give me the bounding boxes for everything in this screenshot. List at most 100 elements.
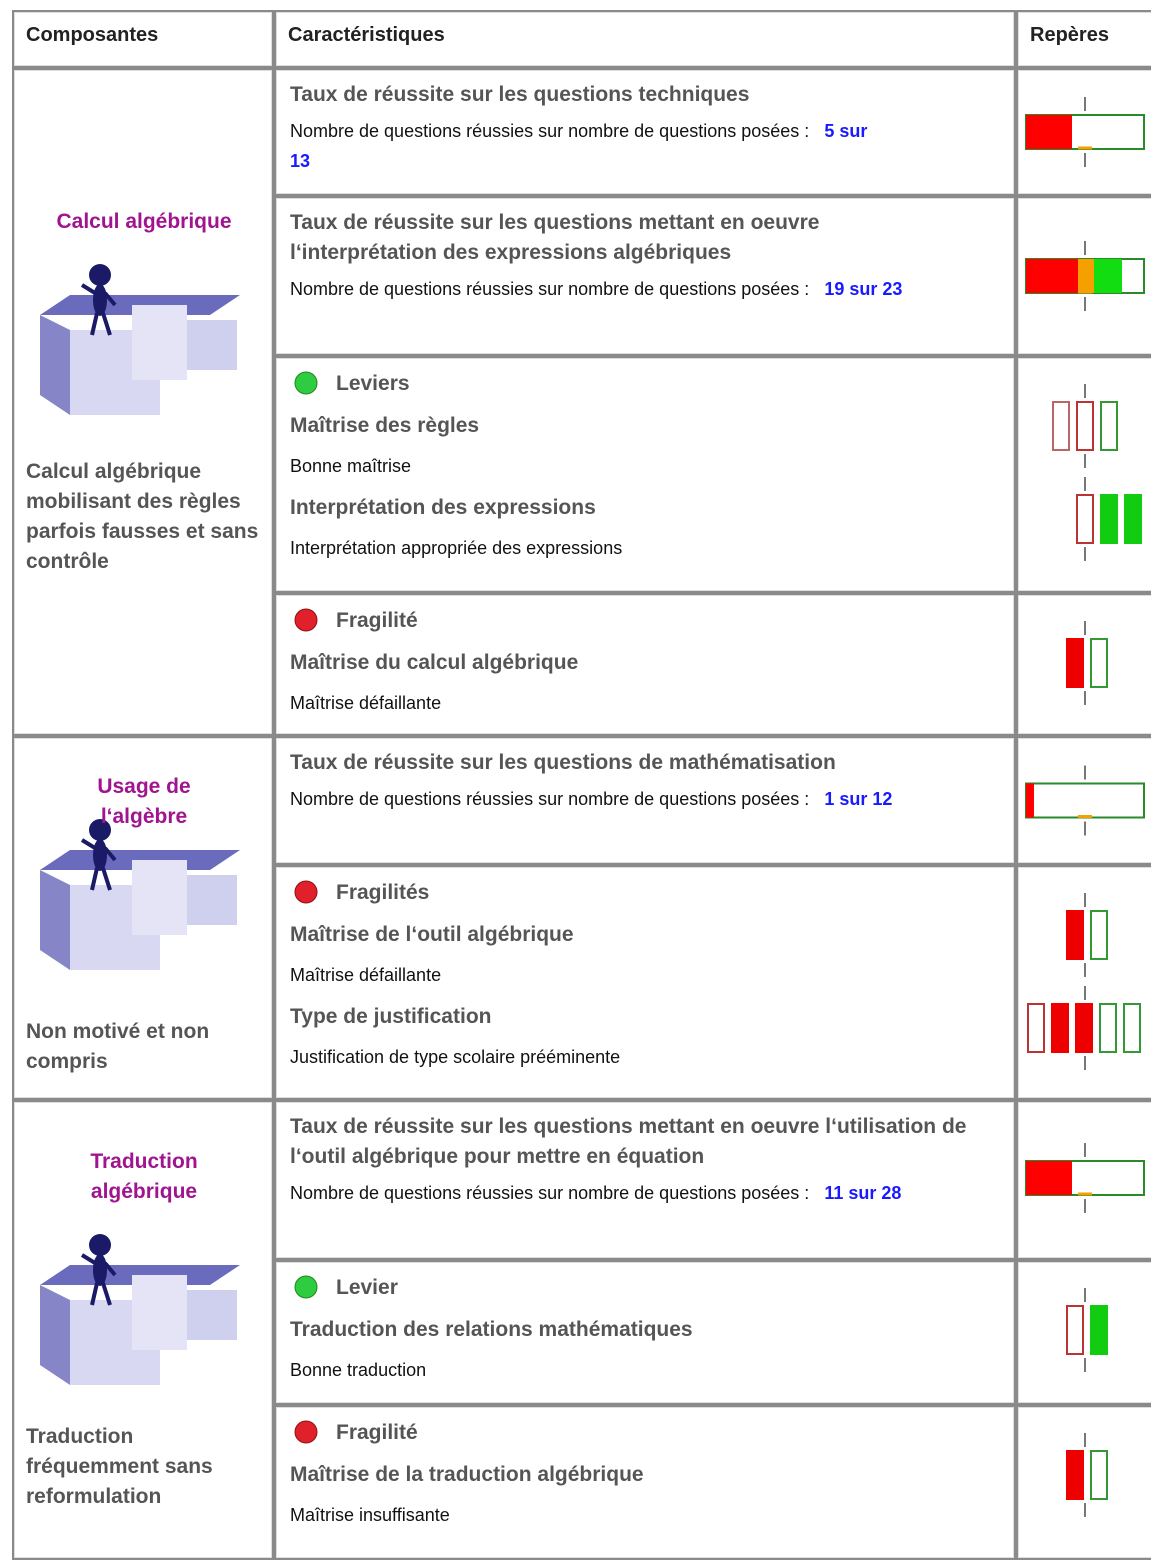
gauge-fill [1094,259,1122,293]
gauge-bar [1100,401,1118,451]
rate-text: Nombre de questions réussies sur nombre … [290,274,980,304]
component-description: Calcul algébrique mobilisant des règles … [26,460,259,573]
rate-title: Taux de réussite sur les questions de ma… [290,751,836,774]
gauge-bar [1090,1450,1108,1500]
characteristic-cell: Taux de réussite sur les questions de ma… [274,736,1016,865]
gauge-bar [1100,494,1118,544]
marker-cell [1016,356,1151,593]
lever-heading: Fragilité [336,1421,418,1444]
item-title: Maîtrise de l‘outil algébrique [290,923,574,946]
podium [187,875,237,925]
gauge-bar [1076,494,1094,544]
score: 11 sur 28 [824,1183,902,1203]
gauge-bar [1090,638,1108,688]
rate-title: Taux de réussite sur les questions metta… [290,211,820,264]
podium [40,315,70,415]
podium [132,305,187,380]
lever-icon [294,1275,318,1299]
marker-cell [1016,68,1151,196]
gauge-bar [1123,1003,1141,1053]
gauge-bar [1090,910,1108,960]
marker-cell [1016,1405,1151,1560]
component-cell: Usage de l‘algèbre Non motivé et non comp… [12,736,274,1100]
item-title: Maîtrise de la traduction algébrique [290,1463,644,1486]
gauge-bar [1066,1450,1084,1500]
characteristic-cell: Taux de réussite sur les questions techn… [274,68,1016,196]
figure [80,283,117,336]
gauge-bar [1066,1305,1084,1355]
item-title: Maîtrise des règles [290,414,480,437]
figure [89,1234,111,1256]
gauge-bar [1066,910,1084,960]
gauge-bar [1027,1003,1045,1053]
rate-text: Nombre de questions réussies sur nombre … [290,784,980,814]
gauge-bar [1052,401,1070,451]
gauge-fill [1026,115,1072,149]
header-text: Repères [1030,24,1109,46]
component-cell: Traduction algébrique Traduction fréquemm… [12,1100,274,1560]
item-text: Interprétation appropriée des expression… [290,538,623,558]
score: 5 sur 13 [290,121,868,171]
characteristic-cell: Fragilité Maîtrise du calcul algébrique Ma… [274,593,1016,736]
characteristic-cell: Leviers Maîtrise des règles Bonne maîtrise… [274,356,1016,593]
component-title: Traduction algébrique [90,1150,198,1203]
gauge-bar [1051,1003,1069,1053]
gauge-bar [1075,1003,1093,1053]
gauge-bar [1076,401,1094,451]
figure [93,839,107,871]
figure [89,264,111,286]
podium [132,860,187,935]
marker-cell [1016,736,1151,865]
item-title: Maîtrise du calcul algébrique [290,651,579,674]
characteristic-cell: Fragilité Maîtrise de la traduction algéb… [274,1405,1016,1560]
header-cell: Repères [1016,10,1151,68]
gauge-fill [1026,1161,1072,1195]
lever-heading: Fragilités [336,881,430,904]
characteristic-cell: Fragilités Maîtrise de l‘outil algébrique… [274,865,1016,1100]
rate-text: Nombre de questions réussies sur nombre … [290,279,810,299]
gauge-bar [1090,1305,1108,1355]
lever-heading: Leviers [336,372,410,395]
header-cell: Composantes [12,10,274,68]
item-text: Maîtrise défaillante [290,965,442,985]
item-title: Interprétation des expressions [290,496,596,519]
item-text: Bonne maîtrise [290,456,412,476]
component-description: Non motivé et non compris [26,1020,210,1073]
item-title: Traduction des relations mathématiques [290,1318,693,1341]
gauge-bar [1124,494,1142,544]
gauge-bar [1066,638,1084,688]
marker-cell [1016,196,1151,356]
figure [93,284,107,316]
item-title: Type de justification [290,1005,492,1028]
figure [80,838,117,891]
rate-text: Nombre de questions réussies sur nombre … [290,789,810,809]
lever-icon [294,371,318,395]
header-text: Caractéristiques [288,24,445,46]
item-text: Bonne traduction [290,1360,427,1380]
podium [40,870,70,970]
rate-text: Nombre de questions réussies sur nombre … [290,116,890,176]
header-cell: Caractéristiques [274,10,1016,68]
component-description: Traduction fréquemment sans reformulatio… [26,1425,213,1508]
figure [80,1253,117,1306]
rate-text: Nombre de questions réussies sur nombre … [290,1178,980,1208]
rate-title: Taux de réussite sur les questions metta… [290,1115,967,1168]
podium [132,1275,187,1350]
component-title: Usage de l‘algèbre [97,775,191,828]
characteristic-cell: Levier Traduction des relations mathémati… [274,1260,1016,1405]
gauge-fill [1078,259,1094,293]
header-text: Composantes [26,24,159,46]
rate-text: Nombre de questions réussies sur nombre … [290,121,810,141]
marker-cell [1016,865,1151,1100]
fragility-icon [294,608,318,632]
item-text: Maîtrise défaillante [290,693,442,713]
figure [93,1254,107,1286]
component-cell: Calcul algébrique Calcul algébrique mobil… [12,68,274,736]
marker-cell [1016,1260,1151,1405]
rate-text: Nombre de questions réussies sur nombre … [290,1183,810,1203]
lever-heading: Levier [336,1276,398,1299]
component-title: Calcul algébrique [56,210,232,233]
item-text: Maîtrise insuffisante [290,1505,450,1525]
fragility-icon [294,880,318,904]
